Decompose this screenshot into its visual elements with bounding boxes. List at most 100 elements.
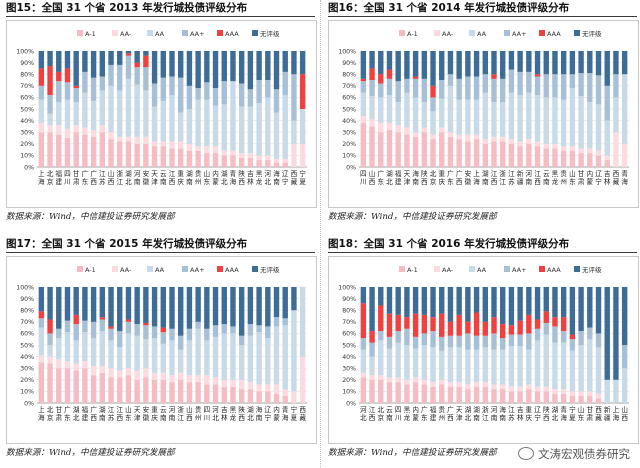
x-tick-label: 东 xyxy=(578,413,585,422)
y-tick-label: 90% xyxy=(20,296,34,303)
x-tick-label: 陕 xyxy=(238,169,245,178)
bar-segment xyxy=(151,338,158,373)
bar-segment xyxy=(265,155,271,161)
bar-segment xyxy=(621,51,628,75)
bar-segment xyxy=(378,379,384,403)
bar-segment xyxy=(613,132,619,167)
bar-segment xyxy=(56,51,62,72)
legend-label: 无评级 xyxy=(582,29,602,38)
bar-segment xyxy=(160,332,166,344)
bar-segment xyxy=(526,389,532,403)
bar-segment xyxy=(99,319,106,332)
bar-segment xyxy=(195,382,201,403)
x-tick-label: 苏 xyxy=(108,413,115,422)
bar-segment xyxy=(421,102,428,128)
x-tick-label: 广 xyxy=(64,405,71,414)
bar-segment xyxy=(56,71,62,82)
bar-segment xyxy=(543,386,549,392)
y-tick-label: 90% xyxy=(342,296,356,303)
bar-segment xyxy=(360,115,367,123)
bar-segment xyxy=(90,338,97,366)
figure-title: 图17：全国 31 个省 2015 年发行城投债评级分布 xyxy=(6,238,315,253)
stacked-bar-chart: A-1 AA- AA AA+ AAA 无评级 0% 10% 20% 30% 40% 50% 60% 70%… xyxy=(338,29,629,186)
bar-segment xyxy=(404,287,410,318)
bar-segment xyxy=(134,67,140,85)
bar-segment xyxy=(178,51,184,78)
x-tick-label: 吉 xyxy=(221,406,228,414)
bar-segment xyxy=(38,132,45,167)
bar-segment xyxy=(73,51,79,86)
bar-segment xyxy=(160,100,166,142)
bar-segment xyxy=(256,332,262,385)
bar-segment xyxy=(204,82,210,100)
bar-segment xyxy=(169,328,175,341)
bar-segment xyxy=(587,391,593,397)
bar-segment xyxy=(560,389,567,394)
bar-segment xyxy=(552,317,558,327)
bar-segment xyxy=(38,355,45,363)
x-tick-label: 上 xyxy=(38,169,45,178)
bar-segment xyxy=(134,51,140,63)
x-tick-label: 贵 xyxy=(438,405,445,414)
legend-label: AA+ xyxy=(190,266,205,274)
legend-label: AAA xyxy=(547,266,561,274)
bar-segment xyxy=(465,389,471,403)
bar-segment xyxy=(256,325,262,333)
bar-segment xyxy=(360,51,367,79)
bar-segment xyxy=(230,81,236,151)
bar-segment xyxy=(64,287,71,321)
x-tick-label: 西 xyxy=(299,406,306,414)
bar-segment xyxy=(569,339,576,351)
bar-segment xyxy=(595,155,602,167)
x-tick-label: 京 xyxy=(47,177,54,186)
x-tick-label: 肃 xyxy=(55,413,62,422)
bar-segment xyxy=(117,141,123,167)
bar-segment xyxy=(195,375,201,383)
bar-segment xyxy=(238,106,245,154)
bar-segment xyxy=(404,345,410,380)
x-tick-label: 徽 xyxy=(143,413,150,422)
x-tick-label: 江 xyxy=(116,178,123,186)
y-tick-label: 10% xyxy=(20,389,34,396)
bar-segment xyxy=(412,78,419,98)
x-tick-label: 西 xyxy=(543,414,550,422)
bar-segment xyxy=(99,51,106,77)
bar-segment xyxy=(439,384,445,403)
bar-segment xyxy=(456,51,462,79)
bar-segment xyxy=(404,328,410,345)
bar-segment xyxy=(143,67,149,91)
bar-segment xyxy=(117,331,123,348)
bar-segment xyxy=(587,148,593,154)
bar-segment xyxy=(439,80,445,99)
x-tick-label: 东 xyxy=(82,177,89,186)
bar-segment xyxy=(465,141,471,167)
bar-segment xyxy=(178,287,184,336)
bar-segment xyxy=(517,71,523,96)
bar-segment xyxy=(543,287,549,312)
x-tick-label: 湖 xyxy=(99,405,106,414)
x-tick-label: 江 xyxy=(369,406,376,414)
bar-segment xyxy=(447,85,454,133)
chart-frame: A-1 AA- AA AA+ AAA 无评级 0% 10% 20% 30% 40% 50% 60% 70%… xyxy=(6,20,317,208)
legend-label: 无评级 xyxy=(582,265,602,274)
bar-segment xyxy=(151,83,158,107)
bar-segment xyxy=(473,99,480,135)
bar-segment xyxy=(186,328,193,341)
x-tick-label: 建 xyxy=(82,413,89,422)
bar-segment xyxy=(447,287,454,322)
x-tick-label: 湖 xyxy=(386,169,393,178)
bar-segment xyxy=(160,379,166,403)
y-tick-label: 50% xyxy=(20,106,34,113)
bar-segment xyxy=(569,88,576,147)
bar-segment xyxy=(291,120,297,144)
bar-segment xyxy=(38,99,45,123)
bar-segment xyxy=(82,127,88,135)
bar-segment xyxy=(482,74,488,93)
bar-segment xyxy=(291,287,297,311)
x-tick-label: 建 xyxy=(430,413,437,422)
bar-segment xyxy=(560,99,567,147)
y-tick-label: 80% xyxy=(20,72,34,79)
bar-segment xyxy=(195,88,201,100)
legend-label: A-1 xyxy=(407,30,418,38)
bar-segment xyxy=(517,386,523,392)
